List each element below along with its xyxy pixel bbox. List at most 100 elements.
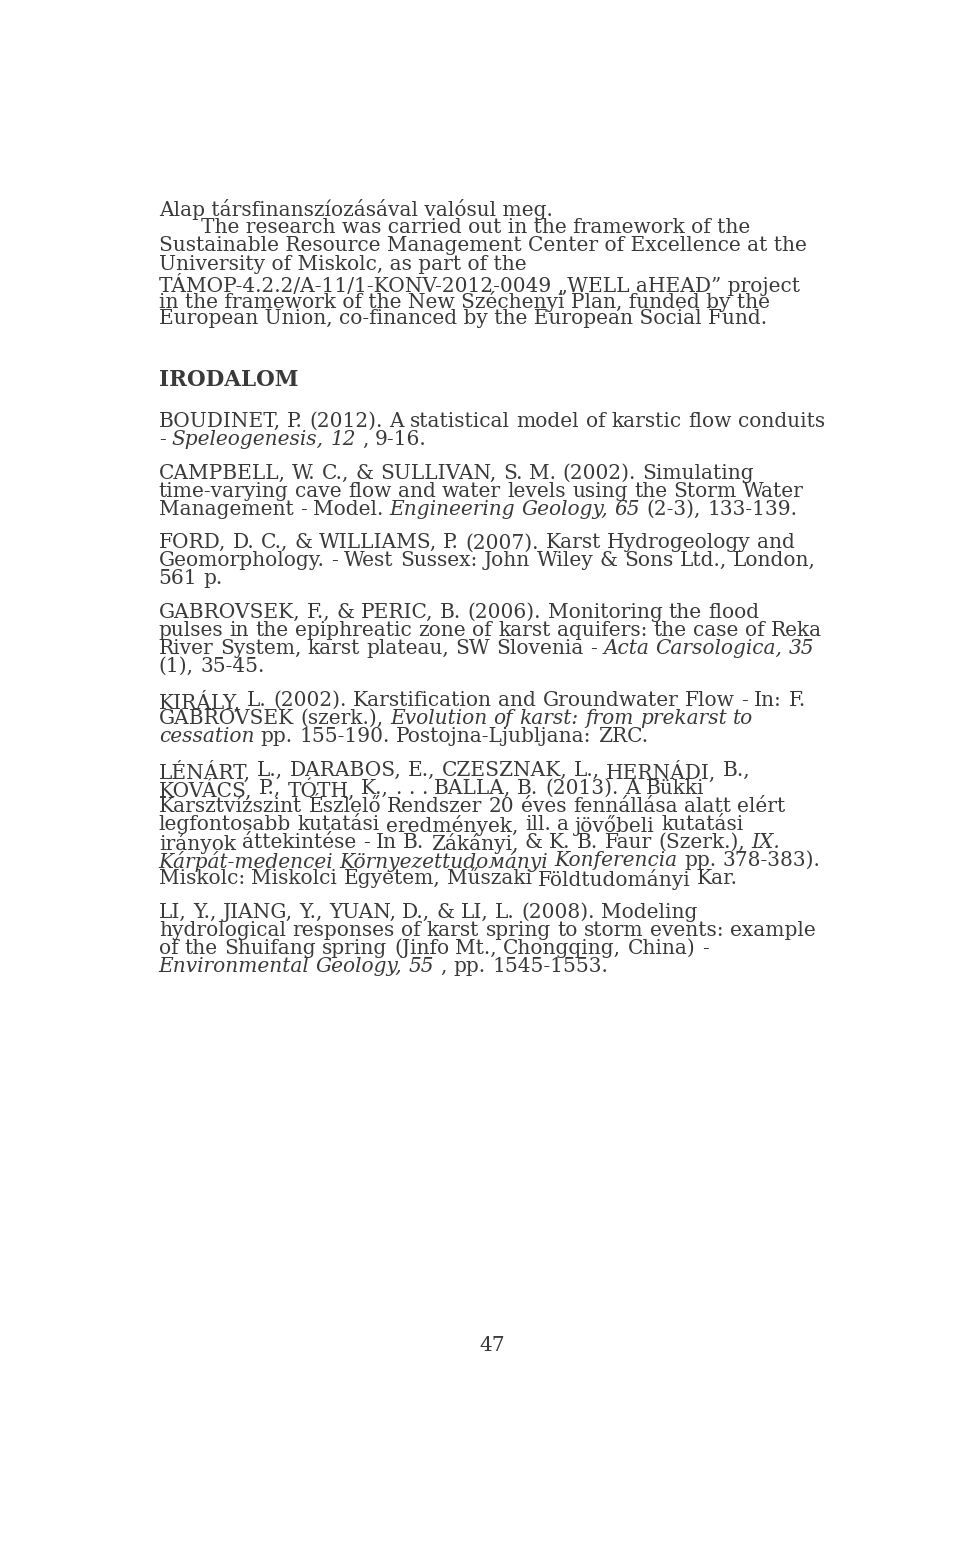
Text: -: - xyxy=(741,692,748,710)
Text: Ltd.,: Ltd., xyxy=(680,551,727,571)
Text: flood: flood xyxy=(708,603,759,622)
Text: -: - xyxy=(702,939,708,958)
Text: Műszaki: Műszaki xyxy=(446,869,532,888)
Text: Y.,: Y., xyxy=(193,902,216,922)
Text: D.: D. xyxy=(232,534,254,552)
Text: &: & xyxy=(295,534,312,552)
Text: spring: spring xyxy=(323,939,388,958)
Text: DARABOS,: DARABOS, xyxy=(290,761,401,780)
Text: model: model xyxy=(516,412,579,432)
Text: spring: spring xyxy=(486,920,551,939)
Text: 47: 47 xyxy=(479,1337,505,1355)
Text: Geology,: Geology, xyxy=(316,956,402,976)
Text: Storm: Storm xyxy=(674,481,737,501)
Text: karst: karst xyxy=(427,920,479,939)
Text: Acta: Acta xyxy=(604,639,649,657)
Text: ,: , xyxy=(362,430,369,449)
Text: p.: p. xyxy=(204,569,223,588)
Text: karst: karst xyxy=(307,639,360,657)
Text: pp.: pp. xyxy=(684,851,716,869)
Text: prekarst: prekarst xyxy=(639,709,727,727)
Text: C.,: C., xyxy=(323,464,349,483)
Text: karst: karst xyxy=(498,620,551,640)
Text: of: of xyxy=(158,939,179,958)
Text: CZESZNAK,: CZESZNAK, xyxy=(442,761,567,780)
Text: Postojna-Ljubljana:: Postojna-Ljubljana: xyxy=(396,727,591,746)
Text: (1),: (1), xyxy=(158,657,194,676)
Text: B.,: B., xyxy=(723,761,751,780)
Text: case: case xyxy=(693,620,739,640)
Text: Észlelő: Észlelő xyxy=(308,797,381,815)
Text: Geomorphology.: Geomorphology. xyxy=(158,551,324,571)
Text: (Szerk.),: (Szerk.), xyxy=(659,832,745,852)
Text: ,: , xyxy=(441,956,447,976)
Text: TÓTH,: TÓTH, xyxy=(287,778,355,801)
Text: Rendszer: Rendszer xyxy=(388,797,483,815)
Text: Karsztvízszint: Karsztvízszint xyxy=(158,797,302,815)
Text: HERNÁDI,: HERNÁDI, xyxy=(607,761,716,783)
Text: áttekintése: áttekintése xyxy=(242,832,356,852)
Text: L.: L. xyxy=(247,692,267,710)
Text: CAMPBELL,: CAMPBELL, xyxy=(158,464,286,483)
Text: C.,: C., xyxy=(260,534,288,552)
Text: the: the xyxy=(255,620,289,640)
Text: B.: B. xyxy=(403,832,424,852)
Text: karst:: karst: xyxy=(519,709,579,727)
Text: P.: P. xyxy=(444,534,459,552)
Text: to: to xyxy=(557,920,578,939)
Text: Shuifang: Shuifang xyxy=(225,939,316,958)
Text: Flow: Flow xyxy=(684,692,734,710)
Text: -: - xyxy=(300,500,306,518)
Text: 65: 65 xyxy=(614,500,640,518)
Text: (2-3),: (2-3), xyxy=(647,500,701,518)
Text: A: A xyxy=(389,412,404,432)
Text: the: the xyxy=(635,481,667,501)
Text: in: in xyxy=(229,620,250,640)
Text: (2002).: (2002). xyxy=(274,692,347,710)
Text: In: In xyxy=(376,832,396,852)
Text: Kárpát-medencei: Kárpát-medencei xyxy=(158,851,333,873)
Text: 12: 12 xyxy=(330,430,356,449)
Text: .: . xyxy=(396,778,401,798)
Text: University of Miskolc, as part of the: University of Miskolc, as part of the xyxy=(158,255,526,274)
Text: 133-139.: 133-139. xyxy=(708,500,798,518)
Text: and: and xyxy=(498,692,537,710)
Text: (2013).: (2013). xyxy=(545,778,618,798)
Text: example: example xyxy=(730,920,816,939)
Text: of: of xyxy=(586,412,605,432)
Text: In:: In: xyxy=(755,692,782,710)
Text: Engineering: Engineering xyxy=(390,500,516,518)
Text: Slovenia: Slovenia xyxy=(496,639,584,657)
Text: zone: zone xyxy=(419,620,466,640)
Text: time-varying: time-varying xyxy=(158,481,289,501)
Text: SULLIVAN,: SULLIVAN, xyxy=(380,464,496,483)
Text: (szerk.),: (szerk.), xyxy=(300,709,383,727)
Text: Alap társfinanszíozásával valósul meg.: Alap társfinanszíozásával valósul meg. xyxy=(158,198,553,220)
Text: cessation: cessation xyxy=(158,727,254,746)
Text: WILLIAMS,: WILLIAMS, xyxy=(319,534,437,552)
Text: Egyetem,: Egyetem, xyxy=(344,869,441,888)
Text: Groundwater: Groundwater xyxy=(542,692,679,710)
Text: .: . xyxy=(420,778,427,798)
Text: 35: 35 xyxy=(789,639,814,657)
Text: Chongqing,: Chongqing, xyxy=(503,939,621,958)
Text: Sons: Sons xyxy=(624,551,673,571)
Text: -: - xyxy=(331,551,338,571)
Text: Környezettudомányi: Környezettudомányi xyxy=(340,851,548,873)
Text: &: & xyxy=(437,902,455,922)
Text: West: West xyxy=(345,551,394,571)
Text: The research was carried out in the framework of the: The research was carried out in the fram… xyxy=(202,218,751,237)
Text: River: River xyxy=(158,639,213,657)
Text: B.: B. xyxy=(440,603,461,622)
Text: B.: B. xyxy=(577,832,598,852)
Text: LÉNÁRT,: LÉNÁRT, xyxy=(158,761,251,783)
Text: hydrological: hydrological xyxy=(158,920,286,939)
Text: cave: cave xyxy=(295,481,342,501)
Text: Simulating: Simulating xyxy=(642,464,754,483)
Text: K.: K. xyxy=(549,832,570,852)
Text: kutatási: kutatási xyxy=(298,815,379,834)
Text: Karstification: Karstification xyxy=(353,692,492,710)
Text: alatt: alatt xyxy=(684,797,731,815)
Text: -: - xyxy=(158,430,165,449)
Text: epiphreatic: epiphreatic xyxy=(295,620,412,640)
